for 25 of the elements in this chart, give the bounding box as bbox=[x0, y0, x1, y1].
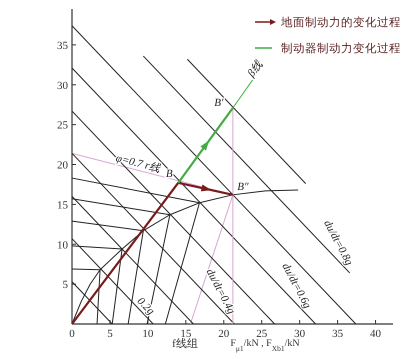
y-tick-label: 35 bbox=[57, 40, 68, 52]
legend-label: 地面制动力的变化过程 bbox=[280, 15, 401, 29]
x-axis-title: F$_{μ1}$/kN , F$_{Xb1}$/kN bbox=[230, 338, 300, 352]
x-tick-label: 0 bbox=[69, 328, 76, 340]
x-tick-label: 35 bbox=[332, 328, 344, 340]
annotation: β线 bbox=[244, 58, 266, 80]
y-tick-label: 5 bbox=[62, 279, 68, 292]
y-tick-label: 15 bbox=[57, 199, 68, 212]
x-tick-label: 30 bbox=[294, 328, 306, 340]
x-tick-label: 5 bbox=[107, 328, 114, 340]
legend-label: 制动器制动力变化过程 bbox=[281, 41, 401, 55]
annotation: 0.2g bbox=[134, 295, 158, 318]
annotation: B″ bbox=[237, 180, 249, 193]
annotation: B bbox=[166, 168, 173, 180]
annotation: B′ bbox=[214, 96, 224, 109]
annotation: φ=0.7 r线 bbox=[114, 151, 163, 176]
y-tick-label: 10 bbox=[57, 239, 68, 252]
x-tick-label: 40 bbox=[370, 328, 382, 340]
y-tick-label: 30 bbox=[57, 80, 68, 92]
x-tick-label: 10 bbox=[142, 328, 154, 340]
y-tick-label: 20 bbox=[57, 160, 68, 172]
x-tick-label: 25 bbox=[256, 328, 268, 340]
y-tick-label: 25 bbox=[57, 120, 68, 132]
text: f线组 bbox=[172, 337, 198, 350]
x-tick-label: 20 bbox=[218, 328, 230, 340]
